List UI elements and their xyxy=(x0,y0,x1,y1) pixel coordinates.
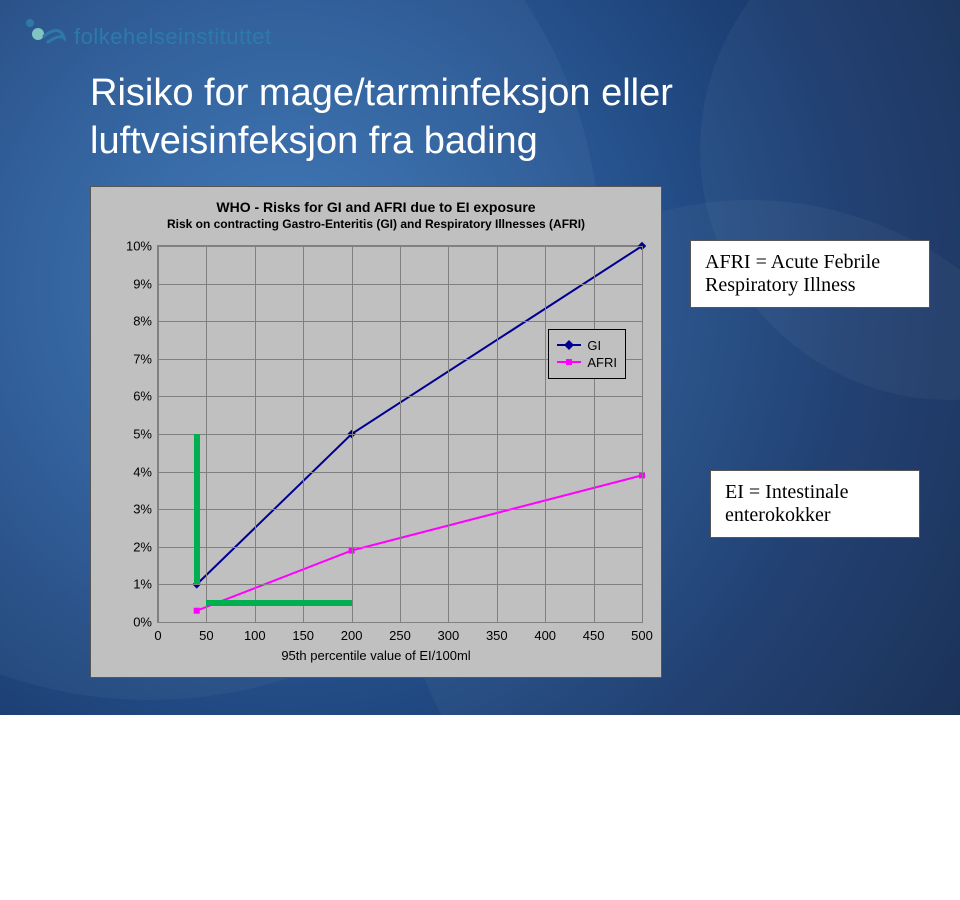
x-tick-label: 0 xyxy=(154,628,161,643)
logo: folkehelseinstituttet xyxy=(20,14,272,60)
annotation-afri: AFRI = Acute Febrile Respiratory Illness xyxy=(690,240,930,308)
y-tick-label: 3% xyxy=(133,502,152,517)
series-line-afri xyxy=(197,475,642,610)
legend-item: GI xyxy=(557,338,617,353)
chart-title-line2: Risk on contracting Gastro-Enteritis (GI… xyxy=(99,217,653,231)
x-tick-label: 300 xyxy=(438,628,460,643)
y-tick-label: 0% xyxy=(133,615,152,630)
legend-swatch xyxy=(557,361,581,363)
x-tick-label: 200 xyxy=(341,628,363,643)
x-tick-label: 150 xyxy=(292,628,314,643)
grid-line-v xyxy=(448,246,449,622)
x-tick-label: 250 xyxy=(389,628,411,643)
guide-bar-horizontal xyxy=(206,600,351,606)
grid-line-v xyxy=(642,246,643,622)
chart-container: WHO - Risks for GI and AFRI due to EI ex… xyxy=(90,186,662,678)
logo-icon xyxy=(20,14,66,60)
grid-line-v xyxy=(545,246,546,622)
y-tick-label: 6% xyxy=(133,389,152,404)
logo-text: folkehelseinstituttet xyxy=(74,24,272,50)
annotation-ei: EI = Intestinale enterokokker xyxy=(710,470,920,538)
grid-line-v xyxy=(594,246,595,622)
x-tick-label: 350 xyxy=(486,628,508,643)
legend-item: AFRI xyxy=(557,355,617,370)
y-tick-label: 5% xyxy=(133,427,152,442)
chart-inner: WHO - Risks for GI and AFRI due to EI ex… xyxy=(99,195,653,669)
grid-line-v xyxy=(352,246,353,622)
page-title-line2: luftveisinfeksjon fra bading xyxy=(90,118,920,166)
y-tick-label: 4% xyxy=(133,464,152,479)
y-tick-label: 10% xyxy=(126,239,152,254)
x-tick-label: 100 xyxy=(244,628,266,643)
guide-bar-vertical xyxy=(194,434,200,584)
x-axis-label: 95th percentile value of EI/100ml xyxy=(99,648,653,663)
chart-title: WHO - Risks for GI and AFRI due to EI ex… xyxy=(99,199,653,231)
page-title: Risiko for mage/tarminfeksjon eller luft… xyxy=(90,70,920,165)
grid-line-h xyxy=(158,622,642,623)
x-tick-label: 400 xyxy=(534,628,556,643)
chart-title-line1: WHO - Risks for GI and AFRI due to EI ex… xyxy=(99,199,653,215)
y-tick-label: 8% xyxy=(133,314,152,329)
plot-area: 0%1%2%3%4%5%6%7%8%9%10%05010015020025030… xyxy=(157,245,643,623)
page-title-line1: Risiko for mage/tarminfeksjon eller xyxy=(90,70,920,118)
x-tick-label: 500 xyxy=(631,628,653,643)
series-marker-afri xyxy=(194,608,200,614)
y-tick-label: 9% xyxy=(133,276,152,291)
x-tick-label: 50 xyxy=(199,628,213,643)
legend-marker-icon xyxy=(564,340,574,350)
grid-line-v xyxy=(255,246,256,622)
y-tick-label: 1% xyxy=(133,577,152,592)
legend-swatch xyxy=(557,344,581,346)
grid-line-v xyxy=(400,246,401,622)
legend-label: GI xyxy=(587,338,601,353)
y-tick-label: 7% xyxy=(133,351,152,366)
legend-label: AFRI xyxy=(587,355,617,370)
x-tick-label: 450 xyxy=(583,628,605,643)
grid-line-v xyxy=(303,246,304,622)
y-tick-label: 2% xyxy=(133,539,152,554)
legend-marker-icon xyxy=(566,359,572,365)
legend: GI AFRI xyxy=(548,329,626,379)
grid-line-v xyxy=(497,246,498,622)
grid-line-v xyxy=(206,246,207,622)
grid-line-v xyxy=(158,246,159,622)
